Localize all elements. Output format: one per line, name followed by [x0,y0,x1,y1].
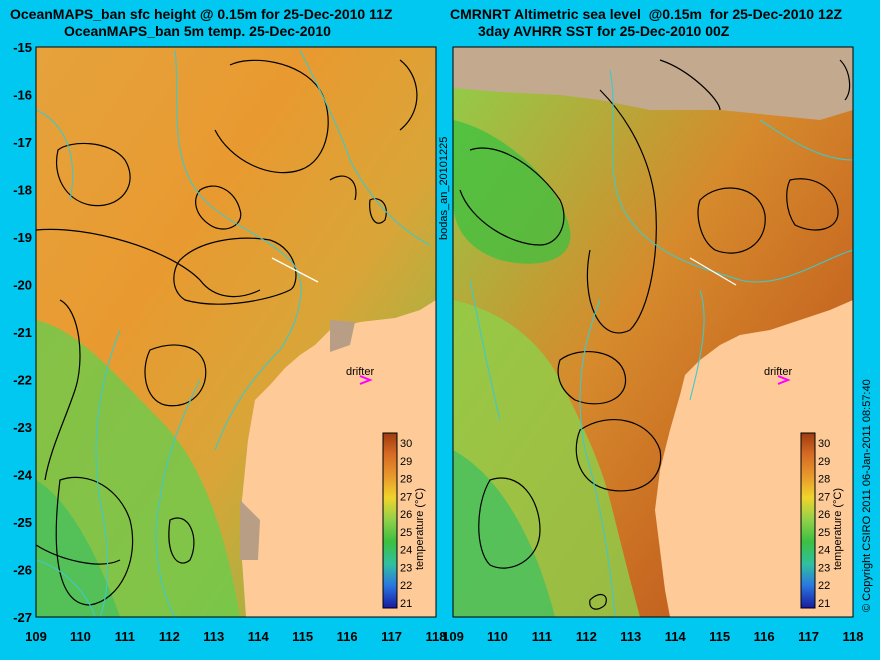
lon-tick-label: 109 [442,629,464,644]
lon-tick-label: 115 [292,629,313,644]
colorbar-tick-label: 26 [400,509,412,521]
lon-tick-label: 116 [754,629,775,644]
colorbar-tick-label: 21 [818,598,830,610]
colorbar-tick-label: 22 [818,580,830,592]
left-drifter-label: drifter [346,366,374,378]
lon-tick-label: 118 [843,629,864,644]
left-contours [35,59,418,606]
colorbar-tick-label: 24 [818,545,830,557]
lon-tick-label: 117 [381,629,402,644]
latitude-labels: -15 -16 -17 -18 -19 -20 -21 -22 -23 -24 -25 -26 -27 [13,40,33,625]
lon-tick-label: 110 [70,629,91,644]
lat-tick-label: -26 [13,563,32,578]
lat-tick-label: -17 [13,135,32,150]
lon-tick-label: 112 [576,629,597,644]
colorbar-tick-label: 30 [818,438,830,450]
colorbar-tick-label: 22 [400,580,412,592]
magenta-arrow-icon [777,375,791,385]
colorbar-tick-label: 27 [400,491,412,503]
lat-tick-label: -15 [13,40,32,55]
lon-tick-label: 114 [665,629,687,644]
right-title-line1: CMRNRT Altimetric sea level @0.15m for 2… [450,6,843,22]
colorbar-tick-label: 30 [400,438,412,450]
lat-tick-label: -27 [13,610,32,625]
right-colorbar: 30 29 28 27 26 25 24 23 22 21 temperature (°C) [800,432,844,610]
lat-tick-label: -20 [13,278,32,293]
lat-tick-label: -22 [13,373,32,388]
lat-tick-label: -19 [13,230,32,245]
left-title-line1: OceanMAPS_ban sfc height @ 0.15m for 25-… [10,6,393,22]
colorbar-tick-label: 23 [818,562,830,574]
colorbar-tick-label: 28 [818,474,830,486]
right-top-land [453,47,853,120]
copyright-label: © Copyright CSIRO 2011 06-Jan-2011 08:57… [861,379,873,612]
lat-tick-label: -21 [13,325,32,340]
lat-tick-label: -23 [13,420,32,435]
lon-tick-label: 114 [248,629,270,644]
lon-tick-label: 110 [487,629,508,644]
lon-tick-label: 117 [798,629,819,644]
lat-tick-label: -24 [13,468,33,483]
right-map: drifter 30 29 28 27 26 25 24 23 22 21 temperature… [452,46,854,618]
left-isobaths [35,49,431,618]
right-title-line2: 3day AVHRR SST for 25-Dec-2010 00Z [478,23,730,39]
colorbar-tick-label: 28 [400,474,412,486]
colorbar-tick-label: 25 [818,527,830,539]
analysis-id-label: bodas_an_20101225 [438,137,450,240]
lon-tick-label: 112 [159,629,180,644]
lat-tick-label: -18 [13,183,32,198]
right-longitude-labels: 109 110 111 112 113 114 115 116 117 118 [442,629,863,644]
left-title-line2: OceanMAPS_ban 5m temp. 25-Dec-2010 [64,23,331,39]
colorbar-tick-label: 21 [400,598,412,610]
lon-tick-label: 109 [25,629,47,644]
lon-tick-label: 113 [620,629,641,644]
colorbar-tick-label: 24 [400,545,412,557]
right-contours [459,59,851,610]
right-isobaths [469,69,854,618]
lon-tick-label: 113 [203,629,224,644]
lon-tick-label: 111 [532,629,552,644]
right-drifter-label: drifter [764,366,792,378]
lat-tick-label: -16 [13,88,32,103]
lon-tick-label: 116 [337,629,358,644]
colorbar-tick-label: 29 [818,456,830,468]
lat-tick-label: -25 [13,515,32,530]
colorbar-tick-label: 27 [818,491,830,503]
colorbar-tick-label: 23 [400,562,412,574]
left-longitude-labels: 109 110 111 112 113 114 115 116 117 118 [25,629,446,644]
lon-tick-label: 111 [115,629,135,644]
lon-tick-label: 115 [709,629,730,644]
left-colorbar-label: temperature (°C) [414,488,426,570]
magenta-arrow-icon [359,375,373,385]
colorbar-tick-label: 26 [818,509,830,521]
left-colorbar: 30 29 28 27 26 25 24 23 22 21 temperature (°C) [382,432,426,610]
right-colorbar-label: temperature (°C) [832,488,844,570]
lon-tick-label: 118 [426,629,447,644]
colorbar-tick-label: 25 [400,527,412,539]
colorbar-tick-label: 29 [400,456,412,468]
left-map: drifter 30 29 28 27 26 25 24 23 22 21 temperature… [35,46,437,618]
